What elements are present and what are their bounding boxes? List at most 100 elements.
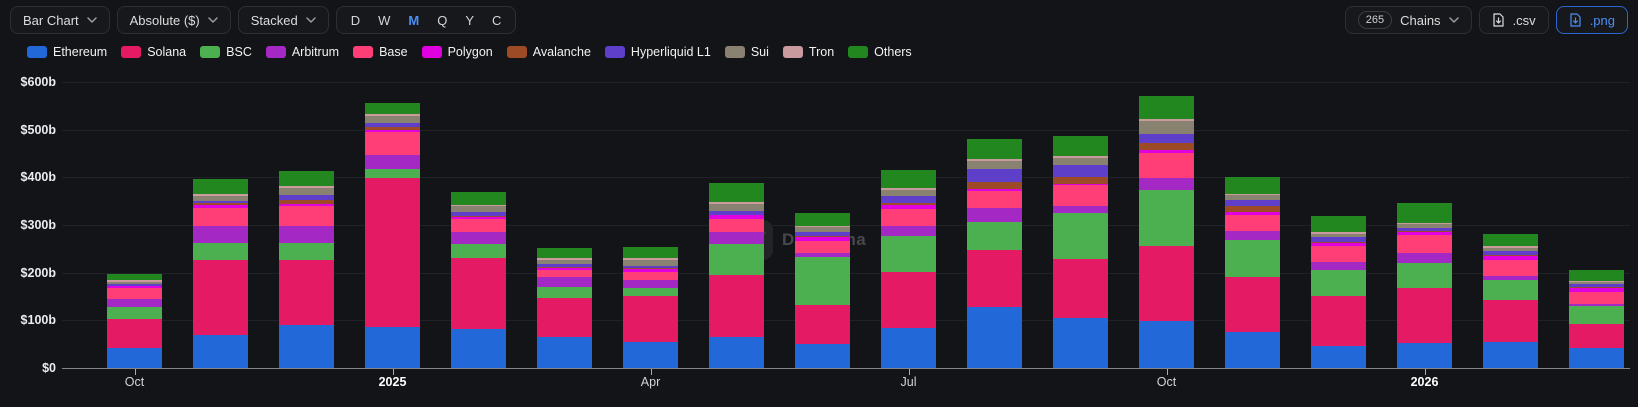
legend-item-solana[interactable]: Solana (121, 45, 186, 59)
bar-segment-hyperliquid-l1[interactable] (623, 266, 678, 268)
bar-segment-ethereum[interactable] (107, 348, 162, 368)
bar-segment-hyperliquid-l1[interactable] (967, 169, 1022, 182)
bar-segment-arbitrum[interactable] (1225, 231, 1280, 240)
bar-segment-sui[interactable] (1397, 224, 1452, 228)
bar-segment-ethereum[interactable] (795, 344, 850, 368)
legend-item-others[interactable]: Others (848, 45, 912, 59)
period-button-q[interactable]: Q (437, 12, 448, 28)
bar-segment-hyperliquid-l1[interactable] (279, 195, 334, 200)
bar-segment-others[interactable] (795, 213, 850, 226)
bar-segment-base[interactable] (451, 219, 506, 232)
bar-segment-tron[interactable] (967, 159, 1022, 161)
bar-segment-solana[interactable] (1139, 246, 1194, 321)
bar-segment-base[interactable] (193, 208, 248, 226)
bar-segment-base[interactable] (1569, 292, 1624, 304)
bar-segment-polygon[interactable] (1053, 184, 1108, 185)
bar-segment-sui[interactable] (795, 227, 850, 232)
bar-segment-base[interactable] (623, 272, 678, 280)
bar-segment-sui[interactable] (365, 116, 420, 123)
bar-segment-ethereum[interactable] (1311, 346, 1366, 368)
bar-segment-avalanche[interactable] (881, 203, 936, 205)
bar-segment-bsc[interactable] (1311, 270, 1366, 296)
bar-segment-ethereum[interactable] (1225, 332, 1280, 368)
bar-segment-base[interactable] (967, 191, 1022, 208)
bar-segment-arbitrum[interactable] (1053, 206, 1108, 213)
bar-apr-2025[interactable] (623, 82, 678, 368)
bar-segment-hyperliquid-l1[interactable] (1397, 228, 1452, 231)
bar-segment-others[interactable] (279, 171, 334, 186)
legend-item-avalanche[interactable]: Avalanche (506, 45, 591, 59)
bar-feb-2026[interactable] (1483, 82, 1538, 368)
bar-segment-bsc[interactable] (881, 236, 936, 272)
bar-jul-2025[interactable] (881, 82, 936, 368)
bar-segment-avalanche[interactable] (279, 200, 334, 204)
legend-item-polygon[interactable]: Polygon (421, 45, 493, 59)
bar-segment-avalanche[interactable] (1225, 206, 1280, 212)
bar-segment-solana[interactable] (1483, 300, 1538, 342)
bar-segment-arbitrum[interactable] (107, 299, 162, 307)
bar-segment-solana[interactable] (967, 250, 1022, 307)
bar-segment-hyperliquid-l1[interactable] (1483, 251, 1538, 255)
bar-segment-arbitrum[interactable] (795, 253, 850, 257)
bar-segment-ethereum[interactable] (451, 329, 506, 368)
bar-segment-avalanche[interactable] (623, 268, 678, 269)
legend-item-arbitrum[interactable]: Arbitrum (265, 45, 339, 59)
bar-segment-tron[interactable] (1569, 281, 1624, 282)
bar-segment-others[interactable] (107, 274, 162, 280)
bar-segment-solana[interactable] (279, 260, 334, 325)
legend-item-hyperliquid-l1[interactable]: Hyperliquid L1 (604, 45, 711, 59)
bar-segment-tron[interactable] (881, 188, 936, 190)
bar-segment-polygon[interactable] (1311, 243, 1366, 246)
bar-segment-sui[interactable] (1569, 282, 1624, 284)
bar-segment-others[interactable] (193, 179, 248, 194)
bar-segment-solana[interactable] (193, 260, 248, 335)
bar-segment-tron[interactable] (365, 114, 420, 116)
bar-segment-avalanche[interactable] (795, 236, 850, 237)
bar-nov-2024[interactable] (193, 82, 248, 368)
bar-segment-sui[interactable] (193, 196, 248, 201)
bar-segment-base[interactable] (795, 241, 850, 253)
bar-segment-solana[interactable] (1311, 296, 1366, 346)
bar-may-2025[interactable] (709, 82, 764, 368)
bar-segment-bsc[interactable] (1483, 280, 1538, 300)
bar-segment-sui[interactable] (1311, 234, 1366, 237)
bar-dec-2024[interactable] (279, 82, 334, 368)
bar-segment-others[interactable] (365, 103, 420, 114)
legend-item-ethereum[interactable]: Ethereum (27, 45, 107, 59)
bar-segment-avalanche[interactable] (365, 127, 420, 130)
bar-segment-hyperliquid-l1[interactable] (451, 212, 506, 216)
bar-segment-avalanche[interactable] (1483, 255, 1538, 256)
bar-segment-sui[interactable] (107, 282, 162, 284)
bar-segment-tron[interactable] (795, 226, 850, 227)
bar-segment-base[interactable] (1139, 153, 1194, 178)
bar-segment-avalanche[interactable] (967, 182, 1022, 189)
bar-segment-polygon[interactable] (537, 268, 592, 270)
bar-segment-arbitrum[interactable] (967, 208, 1022, 222)
bar-segment-avalanche[interactable] (1311, 242, 1366, 243)
bar-segment-arbitrum[interactable] (623, 280, 678, 288)
bar-segment-base[interactable] (279, 206, 334, 226)
bar-segment-tron[interactable] (537, 258, 592, 260)
bar-segment-arbitrum[interactable] (1569, 304, 1624, 306)
bar-jan-2025[interactable] (365, 82, 420, 368)
bar-segment-hyperliquid-l1[interactable] (365, 123, 420, 127)
bar-segment-ethereum[interactable] (537, 337, 592, 368)
bar-segment-ethereum[interactable] (623, 342, 678, 368)
bar-segment-base[interactable] (709, 219, 764, 232)
denomination-dropdown[interactable]: Absolute ($) (116, 6, 231, 34)
bar-segment-base[interactable] (537, 270, 592, 277)
bar-segment-others[interactable] (537, 248, 592, 258)
bar-oct-2025[interactable] (1139, 82, 1194, 368)
bar-segment-sui[interactable] (1053, 158, 1108, 165)
bar-segment-arbitrum[interactable] (365, 155, 420, 169)
legend-item-tron[interactable]: Tron (782, 45, 834, 59)
bar-segment-ethereum[interactable] (279, 325, 334, 368)
bar-segment-bsc[interactable] (623, 288, 678, 296)
bar-segment-polygon[interactable] (1569, 288, 1624, 292)
bar-segment-solana[interactable] (451, 258, 506, 329)
bar-segment-bsc[interactable] (279, 243, 334, 260)
bar-segment-bsc[interactable] (1053, 213, 1108, 259)
bar-segment-others[interactable] (1397, 203, 1452, 223)
bar-segment-sui[interactable] (881, 190, 936, 196)
bar-segment-bsc[interactable] (709, 244, 764, 275)
